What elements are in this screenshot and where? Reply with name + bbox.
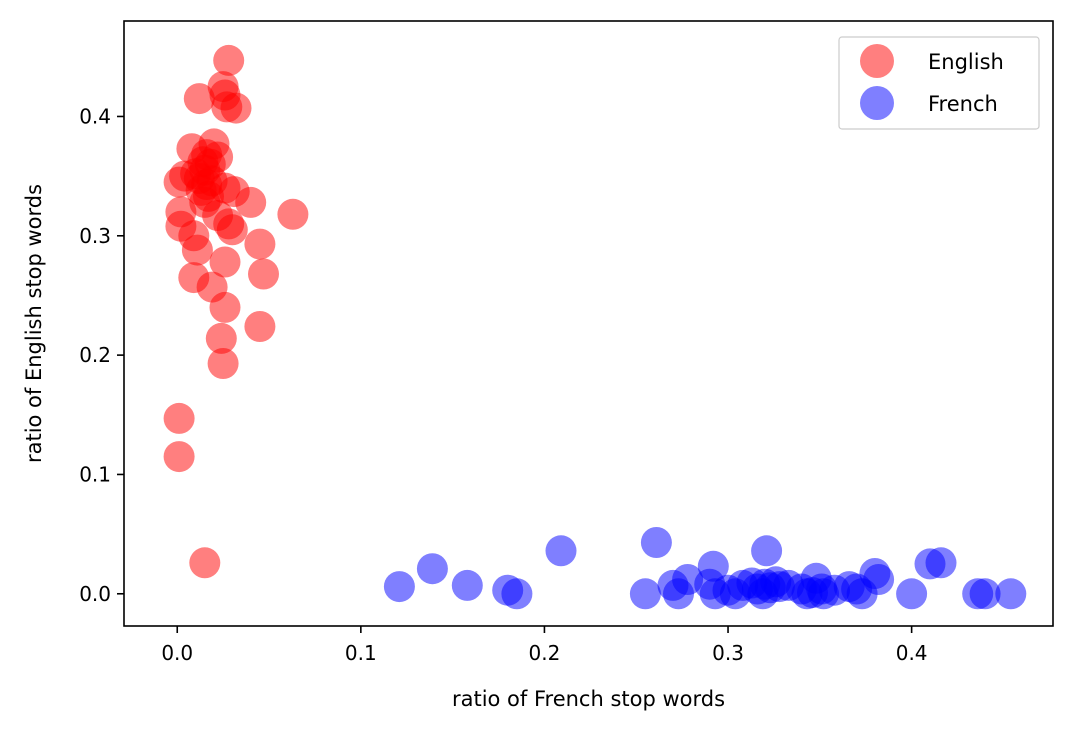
point-french-1 — [416, 553, 448, 585]
point-french-38 — [896, 578, 928, 610]
legend: English French — [838, 36, 1040, 130]
point-french-2 — [451, 569, 483, 601]
point-french-6 — [629, 578, 661, 610]
x-axis-ticks: 0.0 0.1 0.2 0.3 0.4 — [161, 626, 928, 665]
point-english-26 — [277, 198, 309, 230]
point-french-5 — [545, 535, 577, 567]
y-axis-ticks: 0.0 0.1 0.2 0.3 0.4 — [79, 104, 124, 606]
point-english-39 — [244, 311, 276, 342]
legend-marker-english — [860, 44, 894, 78]
y-tick-label: 0.4 — [79, 104, 111, 128]
point-english-38 — [209, 291, 241, 323]
point-english-2 — [183, 83, 215, 115]
point-english-44 — [189, 547, 221, 579]
x-axis-label: ratio of French stop words — [452, 687, 725, 711]
x-tick-label: 0.4 — [896, 641, 928, 665]
point-english-41 — [207, 348, 239, 379]
plot-frame — [123, 20, 1054, 627]
point-english-40 — [205, 322, 237, 354]
series-english — [163, 44, 309, 579]
x-tick-label: 0.2 — [529, 641, 561, 665]
point-english-33 — [181, 234, 213, 266]
point-french-21 — [751, 535, 783, 567]
y-tick-label: 0.1 — [79, 462, 111, 486]
series-french — [383, 527, 1027, 610]
point-french-40 — [925, 547, 957, 579]
point-french-0 — [383, 571, 415, 603]
point-french-4 — [501, 578, 533, 610]
x-tick-label: 0.1 — [345, 641, 377, 665]
point-english-30 — [216, 214, 248, 246]
point-english-32 — [244, 228, 276, 260]
y-tick-label: 0.0 — [79, 582, 111, 606]
y-axis-label: ratio of English stop words — [22, 184, 46, 463]
point-french-43 — [995, 578, 1027, 610]
point-english-34 — [209, 246, 241, 278]
point-french-12 — [697, 550, 729, 582]
legend-marker-french — [860, 86, 894, 120]
y-tick-label: 0.2 — [79, 343, 111, 367]
point-english-43 — [163, 441, 195, 473]
legend-label-french: French — [928, 92, 998, 116]
points-layer — [163, 44, 1027, 610]
legend-label-english: English — [928, 50, 1004, 74]
x-tick-label: 0.3 — [712, 641, 744, 665]
point-french-7 — [640, 527, 672, 558]
point-french-37 — [863, 564, 895, 595]
point-english-23 — [235, 186, 267, 218]
y-tick-label: 0.3 — [79, 224, 111, 248]
point-english-5 — [220, 92, 252, 124]
point-english-36 — [248, 258, 279, 290]
x-tick-label: 0.0 — [161, 641, 193, 665]
point-french-42 — [969, 578, 1001, 610]
point-english-0 — [213, 44, 245, 76]
point-english-42 — [163, 402, 195, 434]
